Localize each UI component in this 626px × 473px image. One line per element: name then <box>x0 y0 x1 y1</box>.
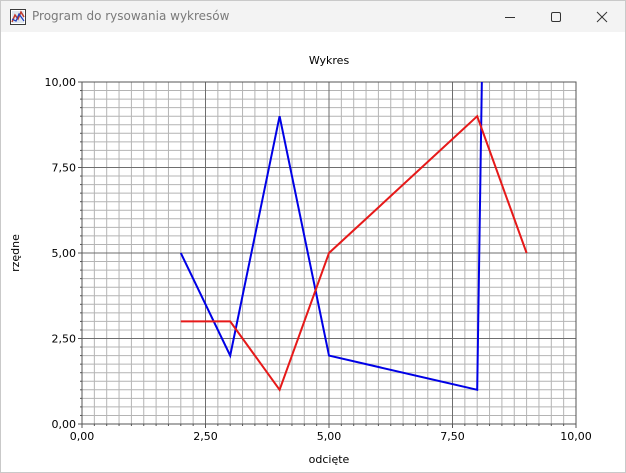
series-layer <box>179 82 528 392</box>
chart: 0,00 2,50 5,00 7,50 10,00 0,00 2,50 5,00 7,50 10,… <box>9 54 592 466</box>
minimize-button[interactable] <box>487 1 533 32</box>
x-tick-label: 10,00 <box>560 430 592 443</box>
chart-panel: 0,00 2,50 5,00 7,50 10,00 0,00 2,50 5,00 7,50 10,… <box>1 32 625 472</box>
y-tick-label: 10,00 <box>45 76 77 89</box>
title-bar[interactable]: Program do rysowania wykresów <box>1 1 625 32</box>
axis-ticks: 0,00 2,50 5,00 7,50 10,00 0,00 2,50 5,00 7,50 10,… <box>45 76 592 443</box>
x-tick-label: 7,50 <box>440 430 465 443</box>
y-tick-label: 0,00 <box>52 418 77 431</box>
chart-app-icon <box>10 9 26 25</box>
x-tick-label: 5,00 <box>317 430 342 443</box>
maximize-button[interactable] <box>533 1 579 32</box>
x-axis-label: odcięte <box>309 453 350 466</box>
close-button[interactable] <box>579 1 625 32</box>
x-tick-label: 2,50 <box>193 430 218 443</box>
series-line-2 <box>180 114 528 392</box>
y-tick-label: 7,50 <box>52 162 77 175</box>
minimize-icon <box>505 16 515 18</box>
x-tick-label: 0,00 <box>70 430 95 443</box>
chart-title: Wykres <box>309 54 350 67</box>
y-axis-label: rzędne <box>9 234 22 272</box>
y-tick-label: 2,50 <box>52 333 77 346</box>
y-tick-label: 5,00 <box>52 247 77 260</box>
window-title: Program do rysowania wykresów <box>32 9 230 23</box>
maximize-icon <box>551 11 561 22</box>
close-icon <box>596 11 608 22</box>
series-line-1 <box>179 82 483 392</box>
